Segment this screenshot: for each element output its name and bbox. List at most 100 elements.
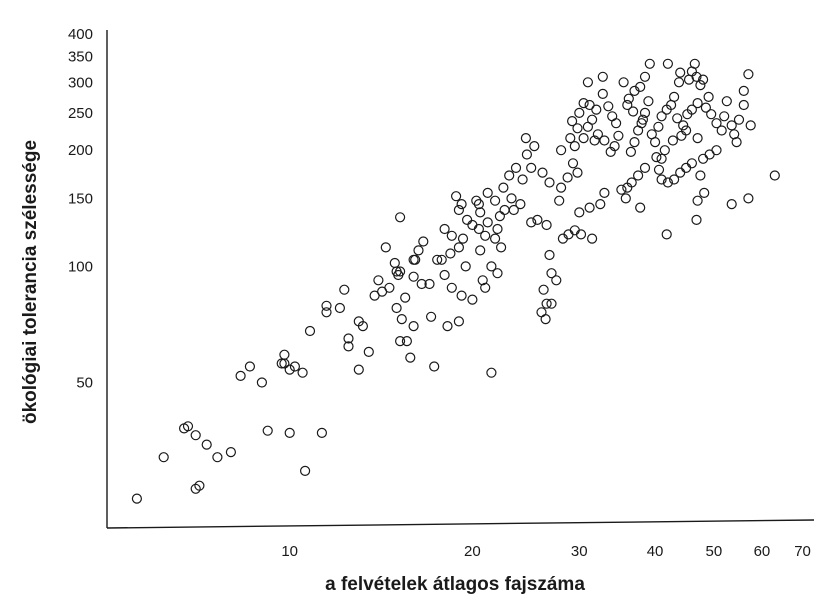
- data-point: [395, 212, 406, 223]
- data-point: [555, 182, 567, 193]
- data-point: [486, 367, 497, 378]
- data-point: [546, 298, 557, 309]
- data-point: [499, 204, 510, 216]
- data-point: [544, 249, 555, 261]
- data-point: [589, 135, 600, 146]
- data-point: [569, 141, 580, 152]
- data-point: [668, 91, 680, 103]
- data-point: [363, 346, 374, 357]
- data-point: [729, 129, 740, 140]
- data-point: [659, 145, 670, 156]
- data-point: [460, 261, 471, 272]
- data-point: [574, 107, 585, 119]
- data-point: [408, 254, 419, 265]
- y-tick-label-50: 50: [76, 374, 93, 391]
- y-axis: 50 100 150 200 250 300 350 400: [68, 26, 108, 528]
- data-point: [656, 153, 667, 164]
- data-point: [566, 115, 578, 127]
- data-point: [536, 307, 547, 318]
- data-point: [304, 325, 316, 337]
- data-point: [607, 111, 618, 122]
- data-point: [504, 170, 515, 181]
- data-point: [719, 111, 730, 122]
- data-point: [662, 177, 674, 188]
- data-point: [537, 167, 548, 178]
- data-point: [496, 242, 507, 253]
- data-point: [609, 141, 620, 152]
- data-point: [639, 71, 651, 82]
- data-point: [769, 170, 780, 181]
- data-point: [644, 58, 655, 69]
- data-point: [584, 202, 595, 213]
- data-point: [396, 314, 407, 325]
- data-point: [316, 427, 327, 438]
- data-point: [599, 187, 610, 198]
- y-axis-title: ökológiai tolerancia szélessége: [20, 140, 41, 424]
- data-point: [603, 101, 614, 112]
- data-point: [490, 233, 501, 244]
- data-point: [284, 427, 295, 438]
- data-point: [395, 336, 406, 347]
- y-tick-label-200: 200: [68, 142, 93, 159]
- data-point: [572, 167, 583, 178]
- y-tick-labels: 50 100 150 200 250 300 350 400: [68, 26, 93, 391]
- data-point: [686, 158, 698, 169]
- x-tick-label-10: 10: [281, 543, 298, 560]
- data-point: [456, 290, 467, 301]
- data-point: [405, 352, 416, 363]
- data-point: [592, 129, 604, 140]
- data-point: [635, 202, 646, 213]
- data-point: [418, 236, 429, 247]
- data-point: [689, 58, 700, 69]
- data-point: [462, 214, 473, 225]
- data-point: [426, 311, 437, 322]
- data-point: [279, 349, 290, 360]
- data-point: [639, 162, 651, 173]
- data-point: [661, 229, 672, 240]
- data-point: [321, 307, 332, 318]
- data-point: [673, 77, 685, 88]
- data-point: [575, 229, 587, 240]
- data-point: [538, 284, 549, 295]
- data-point: [408, 271, 419, 282]
- data-point: [656, 111, 667, 122]
- data-point: [562, 172, 573, 183]
- data-point: [492, 223, 503, 235]
- x-tick-label-30: 30: [571, 543, 588, 560]
- data-point: [453, 316, 464, 327]
- data-point: [391, 302, 402, 314]
- data-point: [300, 465, 311, 476]
- data-point: [467, 219, 478, 231]
- data-point: [686, 104, 698, 115]
- y-tick-label-300: 300: [68, 74, 93, 91]
- data-point: [703, 91, 714, 103]
- data-point: [498, 182, 509, 193]
- data-point: [480, 230, 491, 241]
- data-point: [667, 135, 679, 146]
- data-point: [738, 85, 749, 97]
- data-point: [651, 152, 662, 163]
- data-point: [194, 480, 205, 491]
- data-point: [668, 174, 680, 185]
- data-point: [597, 88, 608, 100]
- data-point: [445, 248, 456, 259]
- data-point: [745, 120, 756, 131]
- data-point: [555, 145, 567, 156]
- data-point: [675, 167, 686, 178]
- data-point: [400, 292, 411, 303]
- data-point: [622, 182, 633, 193]
- data-point: [586, 114, 598, 125]
- data-point: [453, 204, 464, 216]
- data-point: [639, 107, 651, 119]
- data-point: [567, 158, 579, 169]
- data-point: [586, 233, 598, 244]
- data-point: [289, 361, 300, 372]
- data-point: [629, 137, 640, 148]
- data-point: [492, 268, 503, 279]
- data-point: [442, 321, 453, 332]
- data-point: [506, 193, 517, 204]
- data-point: [532, 214, 543, 225]
- data-point: [692, 195, 703, 206]
- y-tick-label-100: 100: [68, 258, 93, 275]
